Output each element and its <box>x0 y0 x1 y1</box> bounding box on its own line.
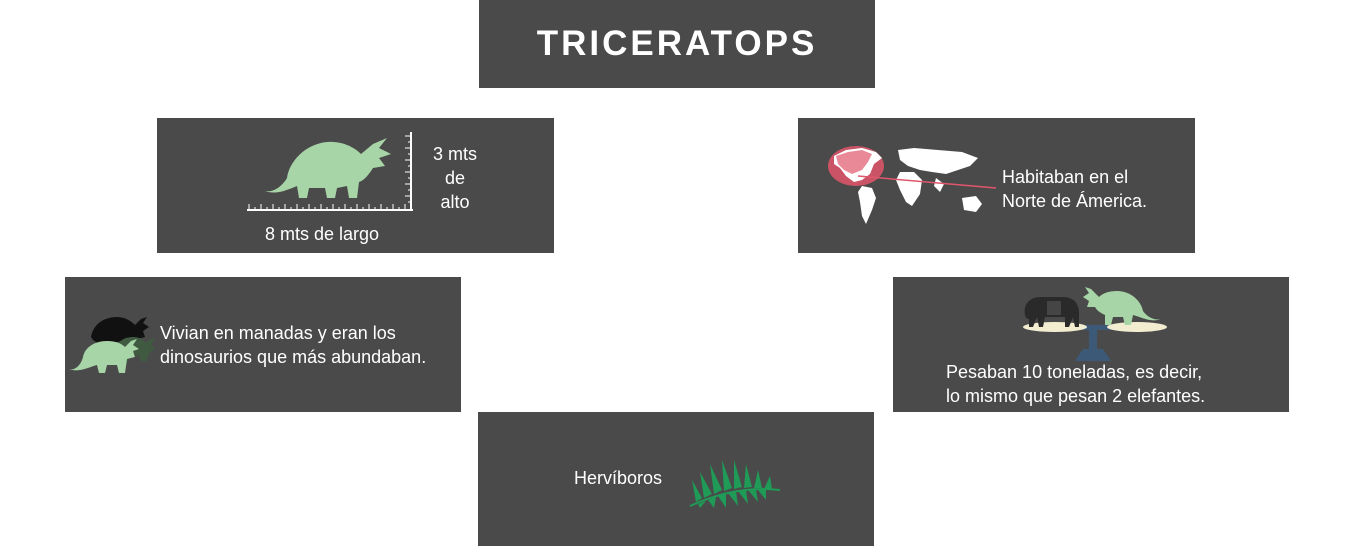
height-line-2: de <box>444 168 466 188</box>
page-title: TRICERATOPS <box>536 24 818 63</box>
triceratops-icon <box>263 138 391 198</box>
herd-panel: Vivian en manadas y eran los dinosaurios… <box>65 277 461 412</box>
diet-label: Hervíboros <box>574 468 663 488</box>
height-line-1: 3 mts <box>432 144 477 164</box>
herd-text: Vivian en manadas y eran los dinosaurios… <box>160 321 426 369</box>
habitat-line-2: Norte de Ámerica. <box>1002 191 1148 211</box>
habitat-line-1: Habitaban en el <box>1002 167 1129 187</box>
herd-line-2: dinosaurios que más abundaban. <box>160 347 427 367</box>
ruler-icon <box>247 132 413 211</box>
title-banner: TRICERATOPS <box>479 0 875 88</box>
world-map-icon <box>828 146 997 224</box>
elephant-icon <box>1024 297 1079 327</box>
weight-text: Pesaban 10 toneladas, es decir, lo mismo… <box>946 360 1205 408</box>
herd-icon <box>69 317 155 373</box>
weight-line-2: lo mismo que pesan 2 elefantes. <box>946 386 1206 406</box>
habitat-panel: Habitaban en el Norte de Ámerica. <box>798 118 1195 253</box>
weight-line-1: Pesaban 10 toneladas, es decir, <box>946 362 1203 382</box>
habitat-text: Habitaban en el Norte de Ámerica. <box>1002 165 1147 213</box>
height-label: 3 mts de alto <box>419 142 491 214</box>
diet-panel: Hervíboros <box>478 412 874 546</box>
height-line-3: alto <box>440 192 470 212</box>
size-panel: 3 mts de alto 8 mts de largo <box>157 118 554 253</box>
length-label: 8 mts de largo <box>265 224 380 244</box>
fern-icon <box>689 460 781 508</box>
weight-panel: Pesaban 10 toneladas, es decir, lo mismo… <box>893 277 1289 412</box>
herd-line-1: Vivian en manadas y eran los <box>160 323 396 343</box>
triceratops-icon <box>1083 287 1161 325</box>
